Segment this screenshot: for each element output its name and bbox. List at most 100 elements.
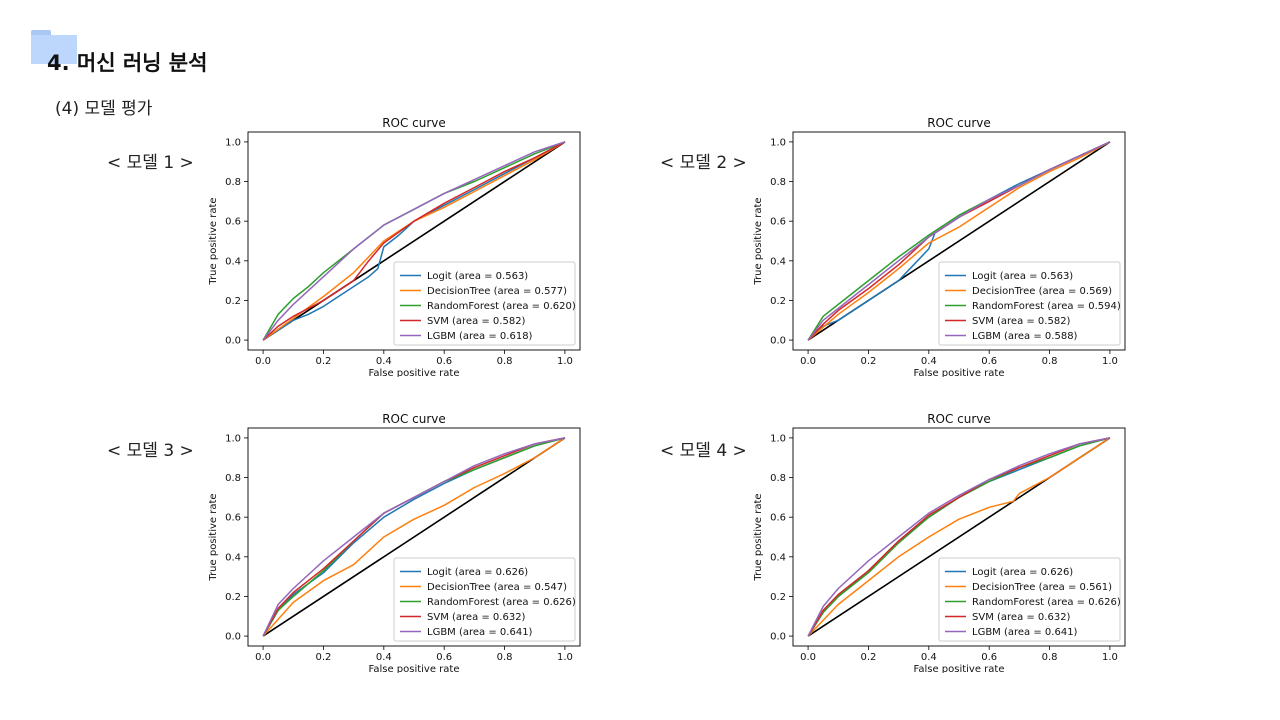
legend-box (393, 261, 576, 346)
model-4-label: < 모델 4 > (660, 441, 747, 461)
legend-entry-randomforest: RandomForest (area = 0.626) (427, 597, 576, 608)
legend-entry-logit: Logit (area = 0.626) (972, 567, 1073, 578)
legend-entry-decisiontree: DecisionTree (area = 0.561) (972, 582, 1112, 593)
section-subtitle: (4) 모델 평가 (55, 99, 153, 119)
roc-chart-model-2: ROC curve 0.0 0.2 0.4 0.6 0.8 1.0 0.0 0.2 0.4 0.6 0… (750, 112, 1130, 377)
y-tick-label: 0.0 (770, 336, 786, 347)
chart-title: ROC curve (382, 116, 446, 130)
chart-legend: Logit (area = 0.626) DecisionTree (area =… (393, 557, 576, 642)
model-3-label: < 모델 3 > (107, 441, 194, 461)
plot-frame (247, 131, 581, 351)
legend-entry-decisiontree: DecisionTree (area = 0.569) (972, 286, 1112, 297)
series-line-lgbm (262, 437, 566, 637)
legend-entry-lgbm: LGBM (area = 0.641) (427, 627, 533, 638)
chart-legend: Logit (area = 0.563) DecisionTree (area =… (393, 261, 576, 346)
x-tick-label: 0.8 (1042, 356, 1058, 367)
legend-entry-lgbm: LGBM (area = 0.588) (972, 331, 1078, 342)
y-tick-label: 0.8 (770, 473, 786, 484)
y-tick-label: 0.8 (225, 177, 241, 188)
series-line-lgbm (807, 437, 1111, 637)
x-tick-label: 0.0 (800, 652, 816, 663)
x-axis-label: False positive rate (369, 664, 460, 673)
x-tick-label: 0.4 (921, 652, 937, 663)
y-tick-label: 0.8 (770, 177, 786, 188)
y-tick-label: 0.0 (770, 632, 786, 643)
folder-icon (31, 30, 77, 64)
y-tick-label: 0.4 (770, 256, 786, 267)
y-tick-label: 0.4 (225, 256, 241, 267)
roc-chart-model-1: ROC curve 0.0 0.2 0.4 0.6 0.8 1.0 0.0 0.2 0.4 0.6 0… (205, 112, 585, 377)
page-title: 4. 머신 러닝 분석 (47, 51, 208, 75)
y-axis-label: True positive rate (753, 493, 764, 581)
legend-entry-svm: SVM (area = 0.582) (972, 316, 1071, 327)
y-tick-label: 1.0 (770, 137, 786, 148)
legend-entry-svm: SVM (area = 0.632) (427, 612, 526, 623)
roc-chart-model-3: ROC curve 0.0 0.2 0.4 0.6 0.8 1.0 0.0 0.2 0.4 0.6 0… (205, 408, 585, 673)
x-tick-label: 1.0 (1102, 652, 1118, 663)
legend-box (938, 557, 1121, 642)
series-line-logit (807, 141, 1111, 341)
y-axis-label: True positive rate (208, 197, 219, 285)
series-line-lgbm (262, 141, 566, 341)
legend-entry-logit: Logit (area = 0.563) (972, 271, 1073, 282)
y-tick-label: 0.2 (770, 592, 786, 603)
y-axis-label: True positive rate (208, 493, 219, 581)
x-tick-label: 0.2 (316, 356, 332, 367)
plot-frame (792, 131, 1126, 351)
x-tick-label: 0.4 (376, 652, 392, 663)
x-tick-label: 0.4 (921, 356, 937, 367)
chart-title: ROC curve (927, 412, 991, 426)
legend-entry-decisiontree: DecisionTree (area = 0.547) (427, 582, 567, 593)
legend-entry-svm: SVM (area = 0.632) (972, 612, 1071, 623)
chart-legend: Logit (area = 0.626) DecisionTree (area =… (938, 557, 1121, 642)
diagonal-reference-line (262, 437, 566, 637)
y-tick-label: 0.6 (225, 513, 241, 524)
legend-entry-randomforest: RandomForest (area = 0.620) (427, 301, 576, 312)
x-tick-label: 0.0 (255, 356, 271, 367)
legend-entry-logit: Logit (area = 0.563) (427, 271, 528, 282)
plot-frame (247, 427, 581, 647)
model-2-label: < 모델 2 > (660, 153, 747, 173)
x-tick-label: 0.6 (981, 652, 997, 663)
y-tick-label: 0.6 (770, 217, 786, 228)
x-tick-label: 0.4 (376, 356, 392, 367)
series-line-randomforest (807, 437, 1111, 637)
x-tick-label: 0.2 (861, 356, 877, 367)
diagonal-reference-line (262, 141, 566, 341)
x-axis-label: False positive rate (369, 368, 460, 377)
y-tick-label: 0.6 (225, 217, 241, 228)
x-axis-label: False positive rate (914, 664, 1005, 673)
x-tick-label: 0.6 (436, 652, 452, 663)
legend-box (393, 557, 576, 642)
x-tick-label: 0.8 (1042, 652, 1058, 663)
y-tick-label: 0.2 (770, 296, 786, 307)
chart-legend: Logit (area = 0.563) DecisionTree (area =… (938, 261, 1121, 346)
y-tick-label: 1.0 (225, 137, 241, 148)
y-tick-label: 0.4 (225, 552, 241, 563)
legend-entry-randomforest: RandomForest (area = 0.594) (972, 301, 1121, 312)
x-tick-label: 0.2 (316, 652, 332, 663)
series-line-decisiontree (807, 141, 1111, 341)
roc-chart-model-4: ROC curve 0.0 0.2 0.4 0.6 0.8 1.0 0.0 0.2 0.4 0.6 0… (750, 408, 1130, 673)
series-line-lgbm (807, 141, 1111, 341)
legend-box (938, 261, 1121, 346)
x-axis-label: False positive rate (914, 368, 1005, 377)
chart-title: ROC curve (927, 116, 991, 130)
y-tick-label: 0.2 (225, 296, 241, 307)
series-line-logit (262, 141, 566, 341)
series-line-decisiontree (807, 437, 1111, 637)
legend-entry-lgbm: LGBM (area = 0.618) (427, 331, 533, 342)
legend-entry-logit: Logit (area = 0.626) (427, 567, 528, 578)
series-line-decisiontree (262, 437, 566, 637)
y-axis-label: True positive rate (753, 197, 764, 285)
plot-frame (792, 427, 1126, 647)
x-tick-label: 1.0 (1102, 356, 1118, 367)
chart-title: ROC curve (382, 412, 446, 426)
x-tick-label: 0.8 (497, 356, 513, 367)
x-tick-label: 0.6 (436, 356, 452, 367)
x-tick-label: 0.0 (800, 356, 816, 367)
x-tick-label: 0.6 (981, 356, 997, 367)
y-tick-label: 0.6 (770, 513, 786, 524)
y-tick-label: 0.8 (225, 473, 241, 484)
y-tick-label: 0.0 (225, 632, 241, 643)
